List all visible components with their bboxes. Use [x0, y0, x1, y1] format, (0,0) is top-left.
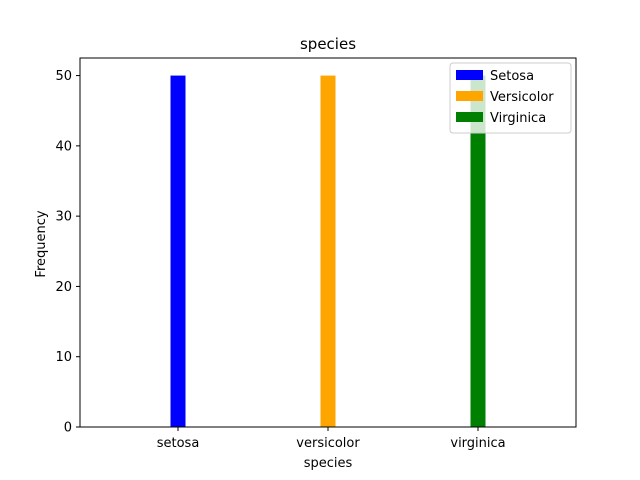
y-tick-label: 40: [55, 139, 72, 154]
plot-area: 0 10 20 30 40 50 setosa versicolor virginica Seto…: [55, 57, 577, 451]
x-tick-label: virginica: [450, 436, 505, 451]
legend-label-versicolor: Versicolor: [490, 90, 554, 105]
legend-label-setosa: Setosa: [490, 69, 534, 84]
x-tick-label: setosa: [157, 436, 200, 451]
y-tick-label: 50: [55, 69, 72, 84]
y-tick-label: 20: [55, 280, 72, 295]
y-axis-label: Frequency: [34, 210, 49, 277]
bar-versicolor-versicolor: [320, 75, 336, 428]
y-tick-label: 30: [55, 210, 72, 225]
legend-swatch-virginica: [456, 112, 483, 122]
bar-virginica-virginica: [470, 75, 486, 428]
y-tick-label: 10: [55, 350, 72, 365]
legend-swatch-versicolor: [456, 91, 483, 101]
legend-swatch-setosa: [456, 70, 483, 80]
y-tick-label: 0: [64, 421, 72, 436]
legend-label-virginica: Virginica: [490, 111, 546, 126]
chart-title: species: [300, 35, 356, 53]
x-axis-label: species: [304, 456, 353, 471]
x-tick-label: versicolor: [296, 436, 360, 451]
legend: Setosa Versicolor Virginica: [449, 62, 572, 134]
bar-setosa-setosa: [170, 75, 186, 428]
